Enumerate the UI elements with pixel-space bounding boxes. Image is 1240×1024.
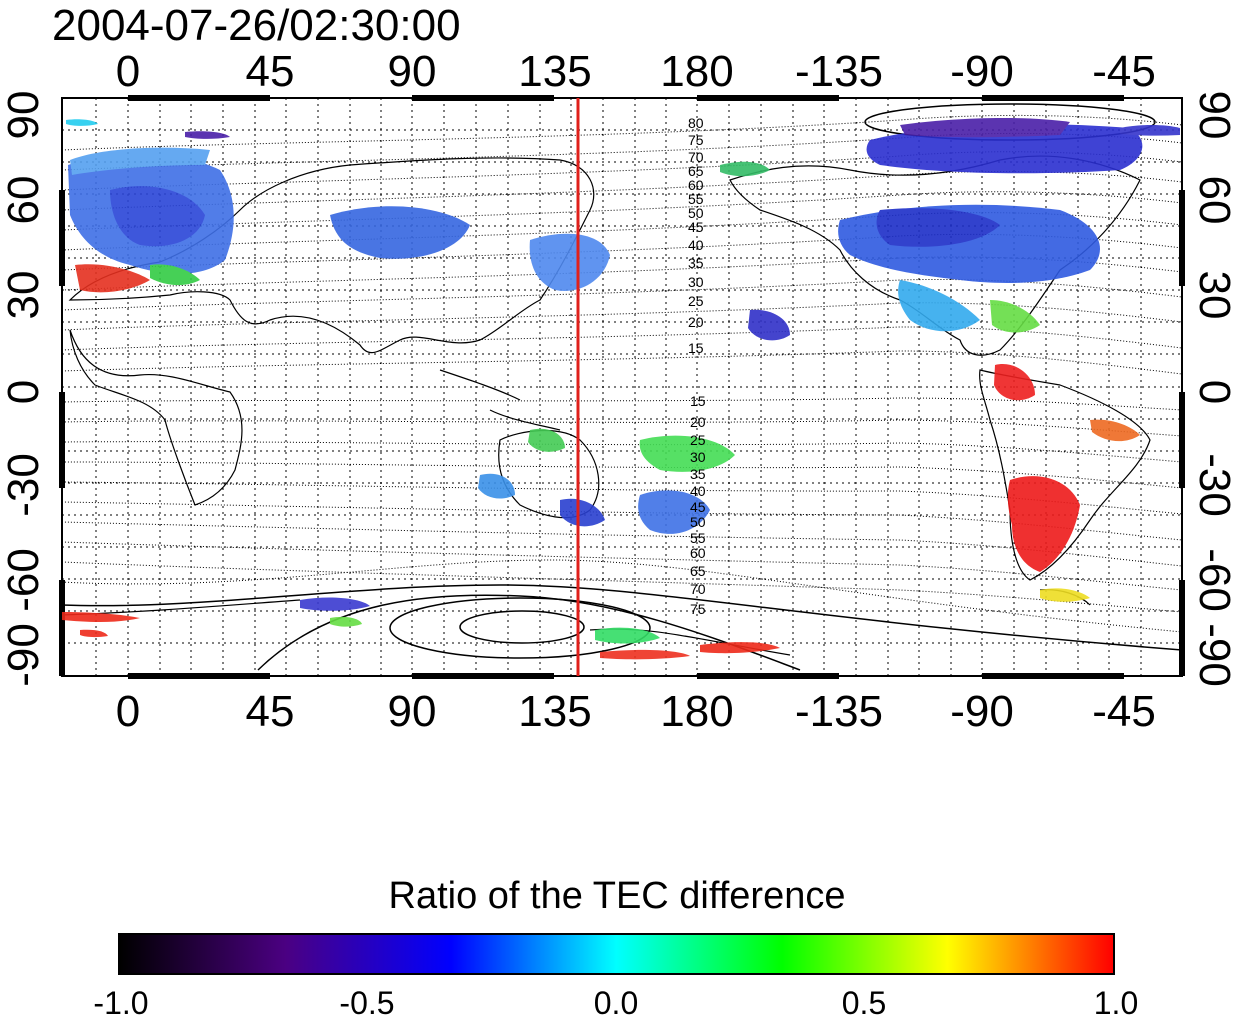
contour-label: 50 bbox=[690, 514, 706, 530]
contour-label: 25 bbox=[690, 432, 706, 448]
contour-label: 50 bbox=[688, 205, 704, 221]
contour-label: 40 bbox=[690, 483, 706, 499]
colorbar bbox=[118, 933, 1115, 975]
top-lon-tick-label: -90 bbox=[950, 47, 1014, 96]
contour-label: 40 bbox=[688, 237, 704, 253]
contour-label: 15 bbox=[690, 393, 706, 409]
contour-label: 30 bbox=[688, 274, 704, 290]
contour-label: 75 bbox=[690, 601, 706, 617]
bottom-lon-tick-label: 180 bbox=[660, 687, 734, 736]
contour-label: 55 bbox=[690, 530, 706, 546]
contour-label: 70 bbox=[688, 149, 704, 165]
bottom-lon-tick-label: 90 bbox=[387, 687, 437, 736]
contour-label: 45 bbox=[688, 219, 704, 235]
contour-label: 65 bbox=[690, 563, 706, 579]
bottom-lon-tick-label: 0 bbox=[115, 687, 141, 736]
colorbar-tick-label: -1.0 bbox=[93, 985, 149, 1021]
contour-label: 15 bbox=[688, 340, 704, 356]
contour-label: 60 bbox=[688, 177, 704, 193]
top-lon-tick-label: 180 bbox=[660, 47, 734, 96]
bottom-lon-tick-label: -90 bbox=[950, 687, 1014, 736]
colorbar-tick-label: -0.5 bbox=[339, 985, 395, 1021]
contour-label: 35 bbox=[690, 466, 706, 482]
contour-label: 60 bbox=[690, 545, 706, 561]
contour-labels-south: 15 20 25 30 35 40 45 50 55 60 65 70 75 bbox=[690, 393, 706, 617]
top-lon-tick-label: 0 bbox=[115, 47, 141, 96]
tec-ratio-patches bbox=[62, 118, 1180, 660]
contour-label: 20 bbox=[690, 414, 706, 430]
colorbar-title: Ratio of the TEC difference bbox=[388, 875, 846, 917]
colorbar-tick-label: 0.5 bbox=[841, 985, 887, 1021]
figure-title: 2004-07-26/02:30:00 bbox=[52, 1, 461, 50]
bottom-lon-tick-label: -135 bbox=[794, 687, 884, 736]
top-lon-tick-label: 135 bbox=[518, 47, 592, 96]
contours-solid bbox=[62, 103, 1182, 671]
top-lon-tick-label: -135 bbox=[794, 47, 884, 96]
contour-label: 75 bbox=[688, 132, 704, 148]
colorbar-tick-label: 1.0 bbox=[1093, 985, 1139, 1021]
contour-label: 55 bbox=[688, 191, 704, 207]
contour-label: 45 bbox=[690, 499, 706, 515]
top-lon-tick-label: 90 bbox=[387, 47, 437, 96]
bottom-lon-tick-label: 135 bbox=[518, 687, 592, 736]
contour-label: 70 bbox=[690, 581, 706, 597]
bottom-lon-tick-label: -45 bbox=[1092, 687, 1156, 736]
colorbar-tick-label: 0.0 bbox=[593, 985, 639, 1021]
contour-label: 20 bbox=[688, 314, 704, 330]
bottom-lon-tick-label: 45 bbox=[245, 687, 295, 736]
contour-label: 65 bbox=[688, 163, 704, 179]
contour-label: 80 bbox=[688, 115, 704, 131]
top-lon-tick-label: -45 bbox=[1092, 47, 1156, 96]
axis-bands bbox=[59, 95, 1185, 679]
contour-label: 35 bbox=[688, 255, 704, 271]
top-lon-tick-label: 45 bbox=[245, 47, 295, 96]
contour-label: 25 bbox=[688, 293, 704, 309]
contour-label: 30 bbox=[690, 449, 706, 465]
contour-labels-north: 80 75 70 65 60 55 50 45 40 35 30 25 20 1… bbox=[688, 115, 704, 356]
